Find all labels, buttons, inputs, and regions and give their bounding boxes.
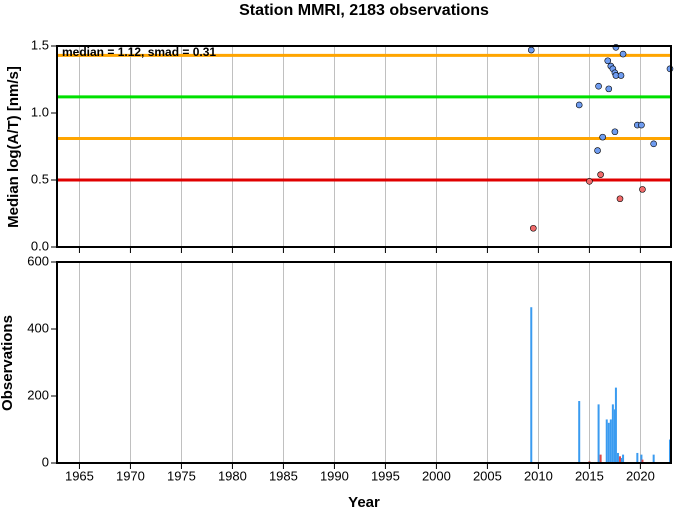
bar	[599, 454, 602, 463]
x-tick-label: 1965	[65, 468, 94, 483]
x-tick-label: 2020	[626, 468, 655, 483]
bar	[605, 419, 608, 463]
point	[597, 171, 604, 178]
bar	[636, 452, 639, 463]
bar	[578, 401, 581, 463]
y-tick-label: 600	[27, 253, 49, 268]
y-tick-label: 1.0	[31, 104, 49, 119]
bar	[622, 454, 625, 463]
x-tick-label: 2000	[422, 468, 451, 483]
y-tick-label: 200	[27, 387, 49, 402]
point	[594, 147, 601, 154]
y-tick-label: 1.5	[31, 37, 49, 52]
plot-frame	[56, 45, 672, 248]
x-tick-label: 1980	[218, 468, 247, 483]
bar	[652, 454, 655, 463]
point	[611, 128, 619, 136]
point	[586, 178, 593, 185]
point	[650, 140, 657, 148]
bar	[530, 307, 533, 463]
point	[604, 57, 612, 65]
bar	[619, 456, 622, 463]
y-axis-label: Observations	[0, 315, 16, 411]
bar	[597, 404, 600, 463]
bar	[607, 422, 610, 463]
annotation: median = 1.12, smad = 0.31	[62, 45, 216, 59]
bar	[640, 454, 643, 463]
chart-title: Station MMRI, 2183 observations	[239, 2, 489, 19]
x-tick-label: 1995	[371, 468, 400, 483]
x-tick-label: 1970	[116, 468, 145, 483]
plot-frame	[56, 261, 672, 464]
point	[595, 82, 602, 90]
point	[639, 186, 646, 193]
point	[619, 50, 627, 58]
x-tick-label: 1975	[167, 468, 196, 483]
y-axis-label: Median log(A/T) [nm/s]	[5, 66, 22, 228]
point	[638, 121, 645, 129]
bar	[620, 457, 623, 463]
x-tick-label: 1985	[269, 468, 298, 483]
y-tick-label: 0	[42, 454, 49, 469]
x-tick-label: 1990	[320, 468, 349, 483]
bar	[616, 452, 619, 463]
bar	[641, 459, 644, 463]
point	[617, 72, 625, 79]
point	[530, 224, 537, 232]
point	[527, 46, 535, 54]
bar	[614, 387, 617, 463]
y-tick-label: 400	[27, 320, 49, 335]
point	[605, 85, 613, 93]
point	[666, 65, 674, 73]
bar	[609, 419, 612, 463]
bar	[613, 409, 616, 463]
y-tick-label: 0.0	[31, 238, 49, 253]
x-axis-label: Year	[348, 494, 380, 511]
x-tick-label: 2005	[473, 468, 502, 483]
bar	[611, 404, 614, 463]
x-tick-label: 2015	[575, 468, 604, 483]
bar	[668, 439, 671, 463]
x-tick-label: 2010	[524, 468, 553, 483]
y-tick-label: 0.5	[31, 171, 49, 186]
point	[599, 133, 606, 141]
point	[616, 195, 624, 203]
point	[575, 101, 583, 109]
